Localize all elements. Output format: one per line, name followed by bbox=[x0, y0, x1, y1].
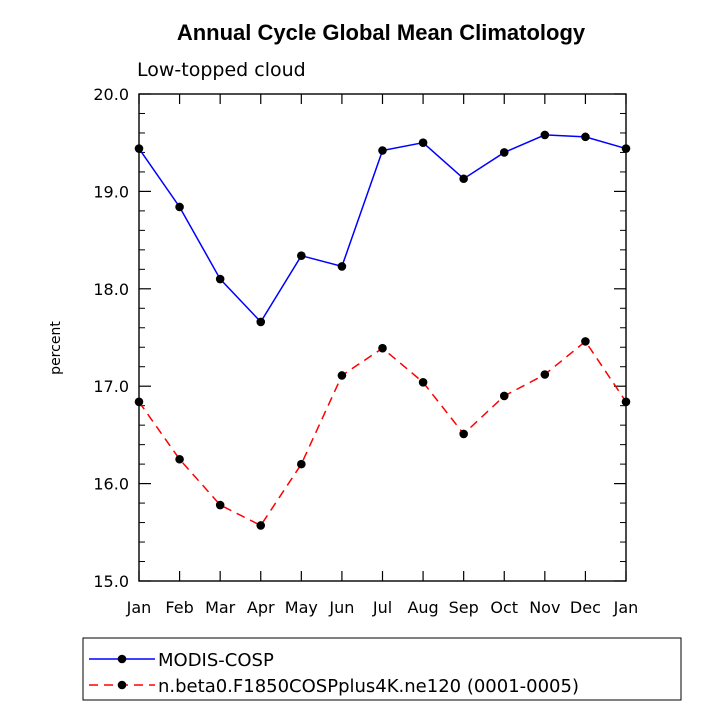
data-point bbox=[134, 397, 144, 407]
legend-label-1: MODIS-COSP bbox=[158, 650, 274, 671]
data-point bbox=[459, 429, 468, 439]
legend: MODIS-COSP n.beta0.F1850COSPplus4K.ne120 … bbox=[89, 650, 579, 697]
y-tick-label: 16.0 bbox=[93, 475, 129, 494]
legend-marker bbox=[117, 680, 127, 690]
data-point bbox=[499, 148, 509, 157]
data-point bbox=[175, 454, 184, 464]
data-point bbox=[256, 317, 266, 327]
chart-subtitle: Low-topped cloud bbox=[137, 59, 306, 81]
y-axis-label: percent bbox=[48, 321, 64, 375]
chart-title: Annual Cycle Global Mean Climatology bbox=[177, 20, 586, 45]
data-point bbox=[337, 371, 347, 380]
x-tick-label: Feb bbox=[165, 598, 193, 617]
x-tick-label: Nov bbox=[529, 598, 560, 617]
x-tick-label: Jan bbox=[126, 598, 152, 617]
x-tick-label: Dec bbox=[570, 598, 601, 617]
axis-ticks: Jan Feb Mar Apr May Jun Jul Aug Sep Oct Nov Dec Jan 1… bbox=[93, 85, 638, 617]
data-point bbox=[337, 262, 347, 271]
data-point bbox=[418, 378, 428, 387]
legend-label-2: n.beta0.F1850COSPplus4K.ne120 (0001-0005… bbox=[158, 676, 579, 697]
data-point bbox=[621, 144, 631, 153]
series-line-2 bbox=[138, 340, 627, 527]
data-point bbox=[297, 251, 306, 260]
data-point bbox=[215, 274, 225, 284]
data-point bbox=[215, 500, 225, 510]
data-point bbox=[540, 130, 550, 140]
x-tick-label: Apr bbox=[247, 598, 275, 617]
data-point bbox=[378, 343, 387, 353]
data-point bbox=[378, 146, 387, 155]
x-tick-label: Oct bbox=[490, 598, 518, 617]
data-point bbox=[175, 202, 184, 212]
data-point bbox=[540, 370, 550, 379]
x-tick-label: May bbox=[285, 598, 318, 617]
legend-marker bbox=[117, 654, 127, 664]
series-layer bbox=[134, 130, 631, 530]
y-tick-label: 20.0 bbox=[93, 85, 129, 104]
x-tick-label: Sep bbox=[449, 598, 479, 617]
y-tick-label: 17.0 bbox=[93, 377, 129, 396]
data-point bbox=[297, 459, 306, 469]
y-tick-label: 15.0 bbox=[93, 572, 129, 591]
legend-box bbox=[82, 637, 682, 701]
data-point bbox=[581, 132, 590, 142]
series-line-1 bbox=[138, 134, 627, 324]
data-point bbox=[621, 397, 631, 407]
y-tick-label: 19.0 bbox=[93, 182, 129, 201]
x-tick-label: Jan bbox=[613, 598, 639, 617]
plot-frame bbox=[138, 93, 627, 582]
x-tick-label: Mar bbox=[205, 598, 236, 617]
data-point bbox=[134, 144, 144, 153]
data-point bbox=[459, 174, 468, 184]
x-tick-label: Aug bbox=[407, 598, 438, 617]
x-tick-label: Jun bbox=[328, 598, 354, 617]
data-point bbox=[499, 391, 509, 401]
data-point bbox=[418, 138, 428, 147]
y-tick-label: 18.0 bbox=[93, 280, 129, 299]
data-point bbox=[581, 337, 590, 346]
data-point bbox=[256, 521, 266, 530]
x-tick-label: Jul bbox=[372, 598, 392, 617]
